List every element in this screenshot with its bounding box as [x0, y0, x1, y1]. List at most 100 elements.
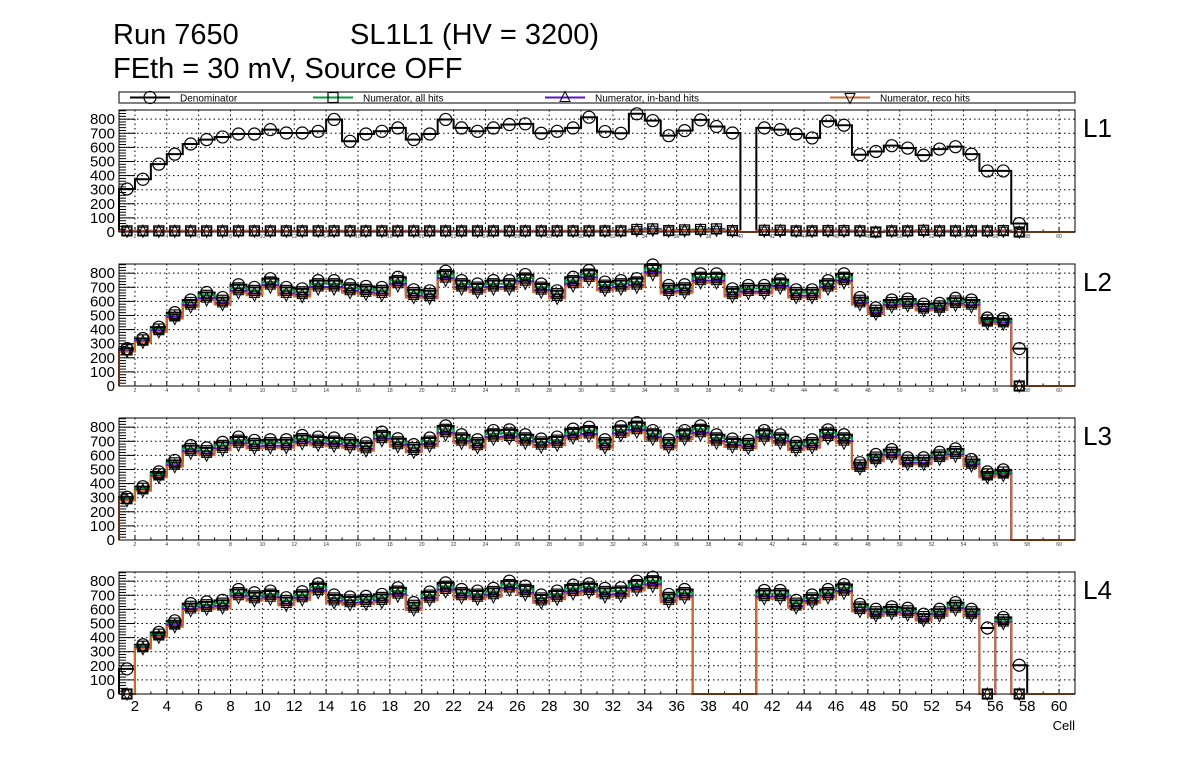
data-point-open-triangle-down: [153, 632, 165, 645]
data-point-open-triangle-up: [694, 273, 707, 286]
data-point-open-circle: [869, 144, 883, 159]
data-point-open-triangle-up: [885, 224, 898, 236]
data-point-open-circle: [263, 123, 277, 137]
data-point-open-triangle-up: [646, 430, 659, 442]
data-point-open-circle: [391, 581, 405, 595]
x-tick-label: 16: [355, 542, 361, 548]
data-point-open-triangle-up: [503, 224, 516, 236]
x-tick-label: 10: [260, 234, 266, 240]
data-point-open-circle: [837, 267, 851, 281]
data-point-open-circle: [423, 431, 437, 445]
data-point-open-triangle-up: [551, 590, 563, 602]
data-point-open-square: [312, 581, 324, 593]
data-point-open-circle: [359, 127, 373, 141]
y-tick-label: 800: [90, 573, 115, 590]
data-point-open-triangle-down: [662, 288, 675, 301]
data-point-open-circle: [725, 126, 740, 140]
data-point-open-square: [280, 437, 292, 449]
x-tick-label: 40: [738, 542, 744, 548]
data-point-open-triangle-down: [137, 337, 149, 350]
data-point-open-triangle-up: [137, 334, 149, 346]
data-point-open-triangle-up: [933, 301, 946, 313]
data-point-open-circle: [662, 129, 676, 143]
data-point-open-triangle-up: [646, 222, 659, 234]
y-tick-label: 0: [107, 532, 115, 549]
data-point-open-circle: [566, 270, 580, 284]
data-point-open-triangle-up: [933, 450, 946, 462]
y-tick-label: 300: [90, 336, 115, 353]
data-point-open-triangle-up: [854, 602, 866, 615]
data-point-open-triangle-up: [153, 224, 165, 236]
data-point-open-triangle-up: [758, 223, 771, 236]
data-point-open-circle: [279, 280, 293, 295]
y-tick-label: 700: [90, 279, 115, 296]
data-point-open-triangle-up: [1013, 686, 1026, 699]
data-point-open-triangle-down: [615, 284, 627, 297]
data-point-open-triangle-down: [216, 300, 229, 312]
data-point-open-square: [710, 271, 723, 283]
data-point-open-square: [440, 580, 452, 592]
data-point-open-triangle-up: [121, 343, 133, 356]
data-point-open-triangle-up: [949, 600, 962, 613]
title-run: Run 7650: [113, 19, 239, 51]
data-point-open-circle: [566, 578, 580, 592]
data-point-open-triangle-down: [392, 591, 404, 604]
data-point-open-triangle-down: [487, 284, 500, 297]
data-point-open-triangle-down: [455, 438, 468, 451]
data-point-open-circle: [120, 182, 134, 196]
data-point-open-triangle-down: [901, 610, 914, 623]
data-point-open-circle: [152, 625, 166, 639]
data-point-open-circle: [932, 142, 947, 156]
x-tick-label: 6: [197, 542, 200, 548]
data-point-open-square: [806, 287, 818, 299]
data-point-open-triangle-down: [901, 459, 914, 472]
data-point-open-triangle-up: [376, 224, 388, 236]
y-tick-label: 300: [90, 490, 115, 507]
x-tick-label: 54: [955, 698, 972, 715]
data-point-open-triangle-up: [726, 287, 739, 300]
data-point-open-triangle-up: [997, 315, 1010, 328]
y-tick-label: 100: [90, 364, 115, 381]
data-point-open-circle: [534, 126, 548, 140]
data-point-open-triangle-up: [662, 593, 675, 605]
data-point-open-circle: [614, 581, 628, 595]
data-point-open-triangle-down: [200, 450, 213, 463]
data-point-open-triangle-down: [646, 270, 659, 282]
data-point-open-triangle-up: [232, 436, 245, 448]
data-point-open-triangle-down: [392, 281, 404, 294]
data-point-open-square: [487, 278, 500, 290]
data-point-open-triangle-up: [200, 446, 213, 458]
x-tick-label: 58: [1024, 388, 1030, 394]
data-point-open-triangle-down: [407, 447, 420, 460]
data-point-open-triangle-down: [184, 302, 197, 314]
data-point-open-triangle-down: [121, 496, 133, 508]
data-point-open-circle: [964, 602, 979, 616]
panel-label: L3: [1083, 421, 1112, 451]
y-tick-label: 200: [90, 504, 115, 521]
data-point-open-circle: [502, 423, 516, 437]
data-point-open-square: [726, 436, 739, 448]
data-point-open-triangle-down: [726, 442, 739, 455]
data-point-open-triangle-down: [216, 603, 229, 615]
legend-box: [118, 91, 1076, 104]
legend-label: Denominator: [180, 94, 238, 105]
data-point-open-triangle-down: [758, 434, 771, 447]
data-point-open-circle: [470, 277, 485, 291]
data-point-open-circle: [311, 124, 325, 138]
data-point-open-square: [264, 437, 276, 449]
x-tick-label: 26: [515, 542, 521, 548]
data-point-open-square: [201, 599, 213, 611]
x-tick-label: 6: [197, 388, 200, 394]
data-point-open-square: [248, 284, 261, 296]
data-point-open-triangle-up: [631, 278, 643, 290]
data-point-open-triangle-up: [455, 434, 468, 446]
data-point-open-triangle-down: [423, 595, 436, 608]
data-point-open-triangle-up: [392, 224, 404, 236]
data-point-open-triangle-down: [949, 605, 962, 618]
data-point-open-triangle-up: [392, 276, 404, 289]
data-point-open-triangle-down: [567, 281, 579, 294]
data-point-open-triangle-down: [933, 305, 946, 318]
data-point-open-triangle-down: [790, 603, 802, 615]
data-point-open-triangle-down: [965, 461, 978, 474]
